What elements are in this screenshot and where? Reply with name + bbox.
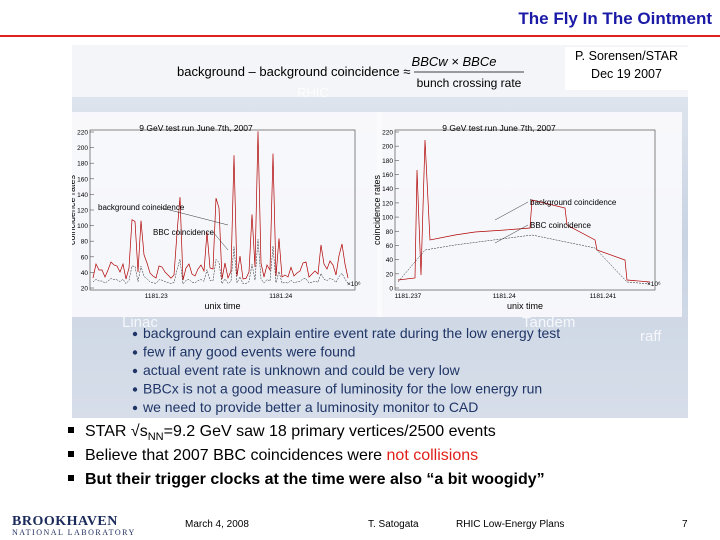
trace xyxy=(397,139,651,283)
plot-annotation: BBC coincidence xyxy=(153,228,214,237)
background-label: Linac xyxy=(122,314,158,331)
page-number: 7 xyxy=(682,519,688,530)
logo-name: BROOKHAVEN xyxy=(12,514,118,529)
bullet-dot xyxy=(132,405,138,411)
y-tick-label: 40 xyxy=(386,257,394,264)
figure-bullet: background can explain entire event rate… xyxy=(143,325,560,341)
trace xyxy=(92,131,349,281)
plot-frame xyxy=(394,129,656,291)
y-tick-label: 120 xyxy=(382,200,393,207)
x-axis-label: unix time xyxy=(507,301,543,311)
y-axis-label: coincidence rates xyxy=(72,174,77,245)
y-tick-label: 220 xyxy=(382,130,393,137)
footer-talk: RHIC Low-Energy Plans xyxy=(456,519,565,530)
x-tick-label: 1181.23 xyxy=(145,293,168,300)
y-tick-label: 160 xyxy=(382,172,393,179)
background-label: Tandem xyxy=(522,314,575,331)
x-scale: ×10⁶ xyxy=(347,281,361,288)
bullet-dot xyxy=(132,387,138,392)
plot: 9 GeV test run June 7th, 2007 coincidence… xyxy=(372,112,682,317)
figure-bullet: few if any good events were found xyxy=(143,344,355,360)
figure-bullet: we need to provide better a luminosity m… xyxy=(142,399,478,415)
y-tick-label: 20 xyxy=(386,271,394,278)
slide-title: The Fly In The Ointment xyxy=(518,9,712,28)
footer-author: T. Satogata xyxy=(368,519,419,530)
annotation-arrow xyxy=(494,224,529,244)
y-tick-label: 120 xyxy=(77,208,88,215)
background-label: raff xyxy=(640,328,662,345)
plot-panel xyxy=(72,112,382,317)
annotation-arrow xyxy=(157,206,229,226)
plot-annotation: background coincidence xyxy=(530,198,617,207)
y-tick-label: 140 xyxy=(382,186,393,193)
y-tick-label: 80 xyxy=(81,239,89,246)
y-tick-label: 160 xyxy=(77,176,88,183)
background-label: RHIC xyxy=(297,85,329,100)
x-tick-label: 1181.24 xyxy=(269,293,292,300)
bullet-text: Believe that 2007 BBC coincidences were xyxy=(85,447,387,464)
bullet-dot xyxy=(132,331,138,337)
y-tick-label: 180 xyxy=(382,158,393,165)
y-tick-label: 140 xyxy=(77,192,88,199)
formula-lhs: background – background coincidence ≈ xyxy=(177,64,410,79)
bullet-text: STAR √s xyxy=(85,423,148,440)
y-tick-label: 180 xyxy=(77,161,88,168)
formula-denominator: bunch crossing rate xyxy=(417,76,522,90)
plot-annotation: background coincidence xyxy=(98,203,185,212)
bullet-dot xyxy=(132,350,138,355)
logo: BROOKHAVEN NATIONAL LABORATORY xyxy=(12,514,136,537)
plot-panel xyxy=(377,112,682,317)
x-axis-label: unix time xyxy=(204,301,240,311)
y-tick-label: 40 xyxy=(81,270,89,277)
title-rule xyxy=(0,35,720,37)
bullet-text: But their trigger clocks at the time wer… xyxy=(85,471,545,488)
x-tick-label: 1181.241 xyxy=(590,293,617,300)
bullet-highlight: not collisions xyxy=(386,447,479,464)
author: P. Sorensen/STAR xyxy=(574,49,679,63)
figure: RHIC Linac Tandem raff background – back… xyxy=(72,45,688,418)
bullet: Believe that 2007 BBC coincidences were … xyxy=(68,447,478,465)
annotation-arrow xyxy=(212,231,229,251)
figure-bullet: BBCx is not a good measure of luminosity… xyxy=(143,381,542,397)
y-tick-label: 80 xyxy=(386,229,394,236)
x-tick-label: 1181.237 xyxy=(395,293,422,300)
y-tick-label: 100 xyxy=(382,215,393,222)
bullet: But their trigger clocks at the time wer… xyxy=(68,471,545,489)
y-tick-label: 200 xyxy=(382,144,393,151)
y-tick-label: 100 xyxy=(77,223,88,230)
bullet-text: =9.2 GeV saw 18 primary vertices/2500 ev… xyxy=(163,423,496,440)
formula-numerator: BBCw × BBCe xyxy=(412,54,497,69)
plot: 9 GeV test run June 7th, 2007 coincidence… xyxy=(72,112,382,317)
author-box: P. Sorensen/STAR Dec 19 2007 xyxy=(565,47,688,90)
x-tick-label: 1181.24 xyxy=(493,293,516,300)
y-tick-label: 60 xyxy=(386,243,394,250)
trace xyxy=(92,239,349,285)
x-scale: ×10⁶ xyxy=(647,281,661,288)
y-axis-label: coincidence rates xyxy=(372,174,382,245)
plot-title: 9 GeV test run June 7th, 2007 xyxy=(442,123,556,133)
plot-title: 9 GeV test run June 7th, 2007 xyxy=(139,123,253,133)
bullet: STAR √sNN=9.2 GeV saw 18 primary vertice… xyxy=(68,423,496,443)
y-tick-label: 220 xyxy=(77,130,88,137)
subscript: NN xyxy=(147,431,164,444)
y-tick-label: 0 xyxy=(389,286,393,293)
date: Dec 19 2007 xyxy=(591,67,662,81)
plot-annotation: BBC coincidence xyxy=(530,221,591,230)
logo-subtitle: NATIONAL LABORATORY xyxy=(12,528,136,537)
annotation-arrow xyxy=(494,201,529,221)
y-tick-label: 60 xyxy=(81,254,89,261)
figure-bullet: actual event rate is unknown and could b… xyxy=(143,362,461,378)
bullet-dot xyxy=(132,368,138,374)
y-tick-label: 200 xyxy=(77,145,88,152)
y-tick-label: 20 xyxy=(81,286,89,293)
footer-date: March 4, 2008 xyxy=(185,519,249,530)
